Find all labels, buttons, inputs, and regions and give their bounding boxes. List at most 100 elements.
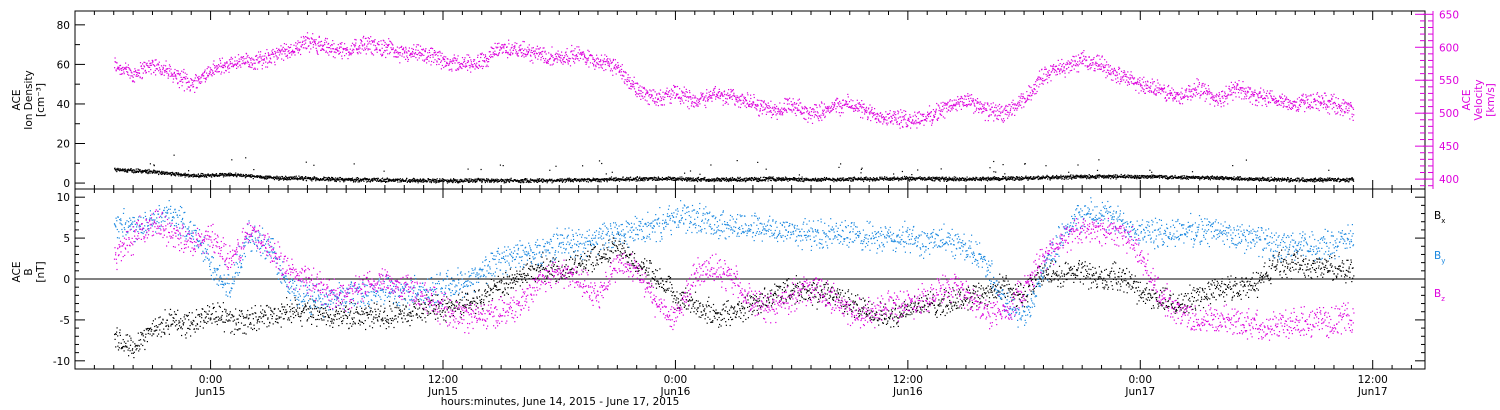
data-point: [207, 174, 209, 176]
data-point: [126, 71, 128, 73]
data-point: [174, 175, 177, 177]
data-point: [853, 110, 855, 112]
data-point: [902, 119, 905, 121]
data-point: [1029, 95, 1031, 97]
data-point: [232, 175, 235, 177]
data-point: [150, 73, 152, 75]
data-point: [460, 178, 462, 180]
data-point: [1278, 104, 1281, 106]
data-point: [133, 172, 135, 174]
data-point: [313, 40, 315, 42]
data-point: [1319, 96, 1321, 98]
data-point: [785, 110, 787, 112]
data-point: [451, 179, 453, 181]
data-point: [1094, 70, 1096, 72]
data-point: [408, 50, 410, 52]
data-point: [192, 175, 194, 177]
data-point: [394, 180, 396, 182]
data-point: [1003, 118, 1005, 120]
data-point: [1175, 94, 1177, 96]
data-point: [410, 180, 412, 182]
data-point: [264, 52, 266, 55]
data-point: [1296, 101, 1298, 103]
data-point: [1141, 78, 1143, 80]
data-point: [925, 117, 927, 119]
data-point: [134, 172, 136, 174]
data-point: [143, 66, 146, 68]
data-point: [761, 104, 763, 106]
data-point: [371, 53, 373, 55]
data-point: [991, 111, 993, 113]
data-point: [1206, 94, 1208, 96]
data-point: [253, 59, 255, 61]
data-point: [519, 45, 521, 47]
data-point: [1287, 101, 1289, 103]
data-point: [1210, 96, 1212, 99]
data-point: [607, 64, 609, 66]
data-point: [914, 111, 916, 113]
data-point: [133, 81, 136, 83]
data-point: [866, 110, 868, 112]
data-point: [867, 118, 869, 121]
data-point: [505, 181, 507, 183]
data-point: [255, 59, 257, 61]
data-point: [452, 182, 454, 184]
data-point: [1162, 88, 1164, 91]
data-point: [192, 84, 194, 86]
data-point: [1347, 104, 1349, 106]
data-point: [162, 172, 164, 174]
data-point: [623, 71, 625, 73]
data-point: [577, 52, 579, 54]
data-point: [187, 174, 189, 176]
data-point: [792, 98, 794, 100]
data-point: [179, 74, 181, 76]
data-point: [912, 119, 914, 121]
data-point: [301, 176, 303, 178]
data-point: [309, 41, 311, 43]
data-point: [835, 99, 837, 101]
data-point: [1345, 106, 1347, 108]
data-point: [417, 182, 419, 184]
data-point: [519, 181, 521, 183]
data-point: [385, 178, 387, 180]
data-point: [1041, 80, 1044, 82]
data-point: [451, 62, 454, 64]
data-point: [1076, 71, 1078, 73]
data-point: [928, 113, 930, 115]
data-point: [826, 110, 828, 112]
data-point: [451, 60, 453, 62]
data-point: [145, 171, 147, 173]
data-point: [789, 109, 791, 111]
data-point: [468, 54, 470, 56]
data-point: [530, 55, 532, 57]
data-point: [670, 93, 672, 95]
data-point: [1173, 98, 1175, 100]
data-point: [1107, 69, 1109, 72]
data-point: [664, 96, 666, 98]
data-point: [721, 94, 723, 96]
data-point: [702, 93, 704, 95]
data-point: [200, 176, 202, 178]
data-point: [1110, 72, 1112, 74]
data-point: [335, 180, 337, 183]
data-point: [1100, 63, 1102, 65]
data-point: [488, 180, 490, 182]
data-point: [1164, 97, 1166, 99]
data-point: [212, 72, 214, 74]
data-point: [572, 58, 575, 60]
data-point: [1287, 99, 1290, 101]
data-point: [1044, 79, 1046, 81]
data-point: [1142, 90, 1145, 93]
data-point: [566, 48, 568, 50]
data-point: [790, 109, 792, 111]
data-point: [653, 100, 655, 102]
data-point: [263, 176, 265, 178]
data-point: [916, 121, 918, 123]
data-point: [713, 88, 715, 90]
data-point: [165, 172, 167, 174]
data-point: [342, 49, 344, 51]
data-point: [876, 121, 878, 124]
data-point: [767, 107, 769, 109]
data-point: [589, 62, 592, 64]
data-point: [432, 48, 434, 50]
